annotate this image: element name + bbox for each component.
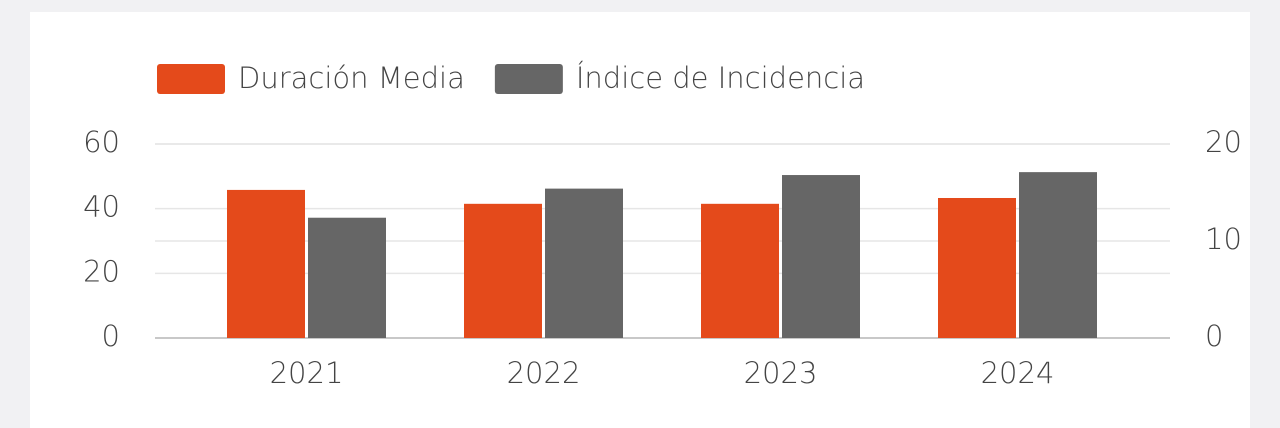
- bar: [701, 203, 779, 338]
- legend-label: Duración Media: [238, 61, 465, 95]
- y-tick-label: 0: [102, 319, 120, 353]
- x-tick-label: 2024: [981, 356, 1055, 390]
- legend-swatch: [494, 64, 563, 94]
- y-tick-label: 40: [83, 190, 120, 224]
- bar: [938, 197, 1016, 338]
- x-tick-label: 2022: [507, 356, 581, 390]
- x-tick-label: 2023: [744, 356, 818, 390]
- bar: [227, 189, 305, 338]
- bar: [782, 175, 860, 338]
- legend-label: Índice de Incidencia: [576, 61, 865, 95]
- bar: [545, 188, 623, 338]
- x-tick-label: 2021: [270, 356, 344, 390]
- y-tick-label: 20: [83, 254, 120, 288]
- y2-tick-label: 20: [1205, 125, 1242, 159]
- legend-swatch: [157, 64, 225, 94]
- y2-tick-label: 10: [1205, 222, 1242, 256]
- bar: [1019, 172, 1097, 338]
- bar: [464, 203, 542, 338]
- bar: [308, 217, 386, 338]
- y-tick-label: 60: [83, 125, 120, 159]
- y2-tick-label: 0: [1205, 319, 1223, 353]
